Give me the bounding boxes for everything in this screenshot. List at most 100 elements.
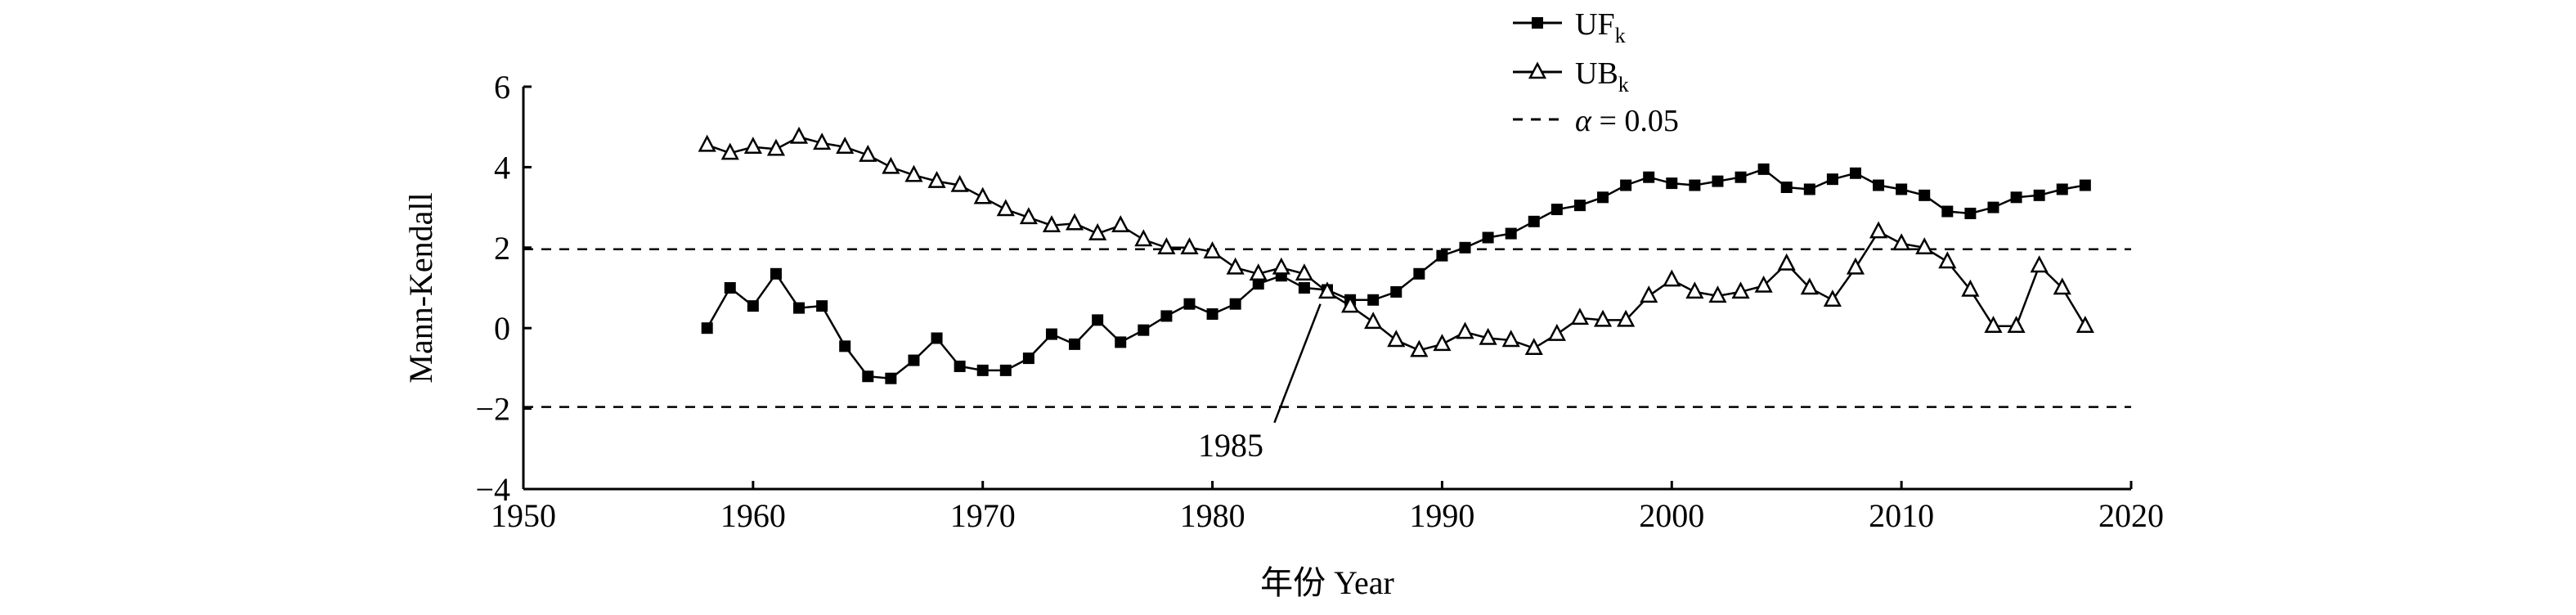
x-tick-label-1990: 1990 [1409,497,1474,534]
series-layer [698,126,2094,384]
point-uf-2008 [1849,167,1861,179]
point-ub-1969 [950,174,969,192]
point-uf-2000 [1666,177,1678,190]
point-uf-1998 [1620,179,1632,191]
point-uf-1978 [1160,310,1173,322]
point-uf-1973 [1045,328,1057,340]
point-uf-2002 [1712,175,1724,187]
point-ub-2016 [2030,255,2049,273]
point-ub-1976 [1111,215,1130,232]
point-uf-1994 [1528,215,1540,227]
point-ub-1998 [1617,309,1636,327]
point-ub-1961 [766,138,786,156]
point-uf-2010 [1896,183,1908,195]
point-uf-1971 [999,364,1012,376]
point-uf-1997 [1597,191,1609,204]
x-tick-label-1950: 1950 [491,497,556,534]
point-ub-2001 [1685,281,1704,299]
point-ub-2013 [1961,279,1980,297]
point-uf-1989 [1413,267,1425,280]
x-tick-label-1980: 1980 [1180,497,1245,534]
point-ub-2004 [1754,275,1773,293]
point-ub-1964 [836,137,855,155]
point-uf-1960 [747,300,759,312]
point-uf-1972 [1022,352,1034,365]
axes [522,87,2131,491]
legend-uf-sub: k [1615,24,1626,47]
legend-alpha-rest: = 0.05 [1591,104,1679,138]
point-ub-1993 [1501,330,1520,348]
point-ub-2002 [1708,285,1727,303]
point-ub-1986 [1341,295,1360,313]
point-uf-2017 [2056,183,2068,195]
point-ub-2010 [1892,233,1911,251]
point-uf-1969 [954,360,966,372]
point-uf-1982 [1252,278,1264,290]
point-ub-1958 [698,134,716,152]
point-ub-1990 [1433,334,1452,352]
point-ub-1967 [904,164,923,182]
point-uf-2012 [1941,205,1954,218]
point-ub-1966 [882,156,900,174]
legend-uf-label: UFk [1575,7,1626,47]
y-ticks: −4 −2 0 2 4 6 [475,69,532,508]
x-tick-label-1970: 1970 [950,497,1016,534]
point-uf-1963 [816,300,828,312]
y-tick-label--2: −2 [475,391,510,428]
point-uf-2001 [1689,179,1701,191]
legend-alpha-symbol: α [1575,104,1592,138]
point-ub-2003 [1731,281,1750,299]
point-ub-1975 [1088,222,1107,240]
point-ub-1979 [1180,237,1199,255]
point-ub-1985 [1317,281,1337,299]
point-ub-1991 [1456,321,1474,339]
point-ub-1981 [1226,257,1245,275]
y-tick-label-6: 6 [494,69,510,105]
point-uf-1970 [976,364,989,376]
legend-alpha-label: α = 0.05 [1575,104,1679,138]
legend-item-alpha: α = 0.05 [1513,104,1679,138]
point-uf-1961 [770,267,782,280]
point-ub-1970 [973,186,992,204]
point-ub-1960 [743,137,762,155]
point-uf-1959 [724,282,736,294]
point-uf-1974 [1069,338,1081,350]
x-axis-label: 年份 Year [1260,564,1394,601]
point-ub-1962 [789,126,809,144]
point-uf-1980 [1206,308,1218,320]
point-ub-1965 [859,144,877,162]
point-ub-1977 [1134,229,1153,247]
legend: UFk UB k α = 0.05 [1513,7,1679,138]
legend-uf-marker [1532,17,1543,29]
y-axis-label: Mann-Kendall [402,192,439,383]
point-uf-2014 [1987,201,1999,213]
point-ub-2018 [2076,316,2094,333]
legend-item-uf: UFk [1513,7,1626,47]
point-ub-1984 [1295,263,1313,281]
x-tick-label-1960: 1960 [720,497,786,534]
point-uf-2011 [1919,189,1931,201]
point-uf-1988 [1390,285,1402,298]
y-tick-label-4: 4 [494,149,510,186]
point-ub-1996 [1570,308,1590,325]
point-uf-1990 [1436,249,1448,262]
y-tick-label-0: 0 [494,310,510,347]
annotation-layer: 1985 [1198,303,1322,464]
point-ub-1974 [1065,213,1084,231]
point-ub-2000 [1663,269,1681,287]
point-uf-1965 [862,370,874,383]
point-ub-1987 [1364,312,1383,330]
point-ub-1978 [1157,237,1176,255]
legend-ub-name: UB [1575,56,1618,91]
point-uf-1987 [1367,294,1380,306]
point-ub-2008 [1846,257,1865,275]
point-uf-1967 [908,354,920,366]
annotation-leader-0 [1273,303,1322,424]
point-uf-1964 [839,340,851,352]
point-uf-1975 [1092,314,1104,326]
point-uf-1984 [1298,282,1310,294]
series-ub [698,126,2094,357]
point-uf-1991 [1459,241,1471,254]
point-ub-2011 [1915,237,1934,255]
point-uf-2015 [2010,191,2022,204]
